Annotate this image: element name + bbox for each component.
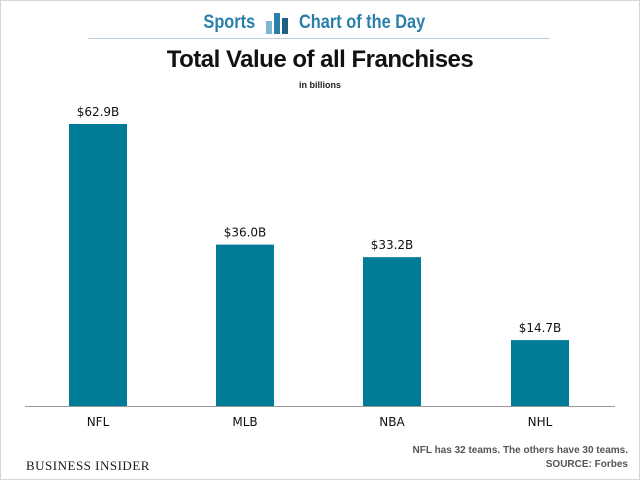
bar-nhl	[511, 340, 569, 406]
data-label-nhl: $14.7B	[519, 321, 562, 335]
x-tick-label-mlb: MLB	[232, 415, 257, 429]
header-category-label: Sports	[202, 12, 255, 33]
data-label-nfl: $62.9B	[77, 105, 120, 119]
source-note: SOURCE: Forbes	[545, 459, 628, 470]
brand-logo: BUSINESS INSIDER	[26, 458, 150, 473]
bar-chart-icon	[265, 13, 288, 34]
footnote: NFL has 32 teams. The others have 30 tea…	[412, 445, 628, 456]
header-series-label: Chart of the Day	[298, 12, 425, 33]
header-divider	[88, 38, 550, 39]
chart-title: Total Value of all Franchises	[166, 46, 474, 73]
x-tick-label-nhl: NHL	[528, 415, 553, 429]
data-label-nba: $33.2B	[371, 238, 414, 252]
data-label-mlb: $36.0B	[224, 226, 267, 240]
footer-notes: NFL has 32 teams. The others have 30 tea…	[413, 444, 628, 472]
chart-header: Sports Chart of the Day	[0, 8, 640, 38]
bar-nba	[363, 257, 421, 406]
bar-mlb	[216, 244, 274, 406]
bar-nfl	[69, 124, 127, 406]
chart-subtitle: in billions	[299, 80, 341, 90]
x-tick-label-nfl: NFL	[87, 415, 110, 429]
x-tick-label-nba: NBA	[379, 415, 405, 429]
